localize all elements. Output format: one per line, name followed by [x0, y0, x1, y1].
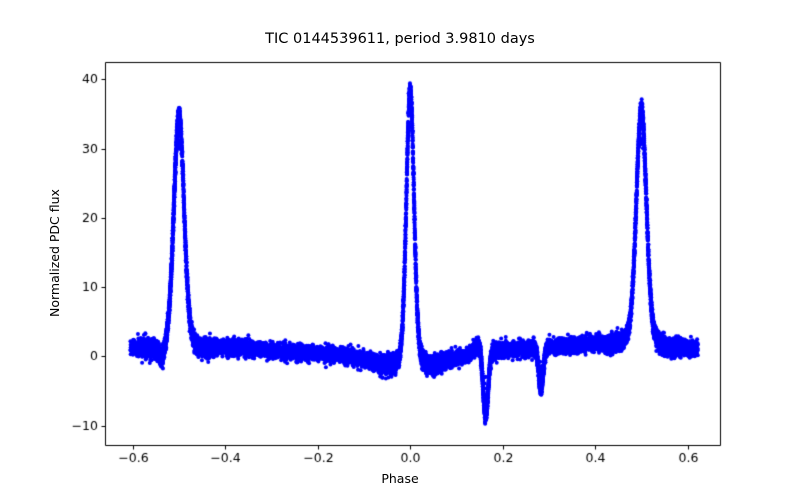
figure-canvas-container: TIC 0144539611, period 3.9810 days Phase…: [0, 0, 800, 500]
lightcurve-scatter-plot: [0, 0, 800, 500]
